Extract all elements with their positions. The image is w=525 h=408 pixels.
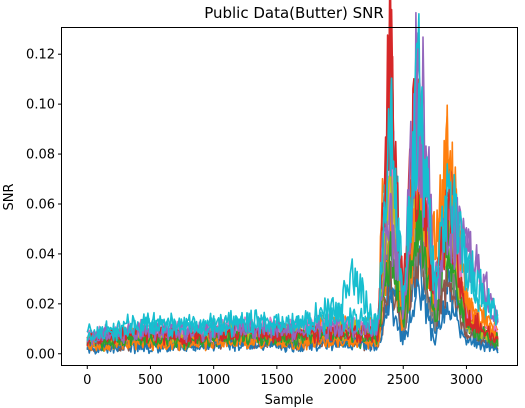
plot-area-frame: [61, 27, 518, 366]
y-tick-label: 0.02: [26, 297, 55, 312]
series-line-10: [86, 278, 499, 355]
series-layer: [86, 0, 499, 355]
series-line-15: [86, 77, 499, 342]
x-tick-label: 0: [83, 373, 91, 388]
y-tick-label: 0.00: [26, 347, 55, 362]
y-axis-label: SNR: [2, 183, 17, 210]
x-tick-label: 3000: [450, 373, 483, 388]
x-axis-label: Sample: [265, 393, 314, 408]
x-tick-label: 2500: [387, 373, 420, 388]
y-tick-label: 0.08: [26, 148, 55, 163]
x-tick-label: 1500: [260, 373, 293, 388]
series-line-14: [86, 88, 499, 346]
y-tick-label: 0.04: [26, 247, 55, 262]
x-tick-label: 500: [138, 373, 163, 388]
y-tick-label: 0.10: [26, 98, 55, 113]
x-tick-label: 2000: [324, 373, 357, 388]
x-tick-label: 1000: [197, 373, 230, 388]
y-tick-label: 0.12: [26, 48, 55, 63]
y-tick-label: 0.06: [26, 197, 55, 212]
chart-title: Public Data(Butter) SNR: [204, 4, 384, 22]
